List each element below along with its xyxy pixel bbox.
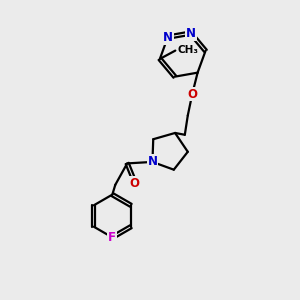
Text: N: N — [163, 31, 173, 44]
Text: CH₃: CH₃ — [178, 45, 199, 55]
Text: N: N — [186, 27, 196, 40]
Text: O: O — [187, 88, 197, 100]
Text: N: N — [148, 155, 158, 168]
Text: O: O — [130, 177, 140, 190]
Text: F: F — [108, 231, 116, 244]
